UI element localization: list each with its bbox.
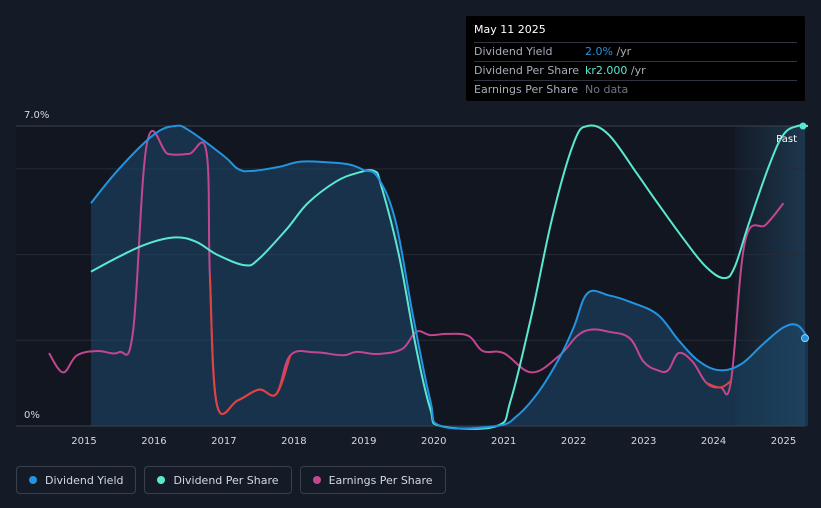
chart-legend: Dividend Yield Dividend Per Share Earnin…	[16, 466, 446, 494]
tooltip-row-dividend-per-share: Dividend Per Share kr2.000 /yr	[474, 62, 797, 81]
x-tick-label: 2015	[71, 436, 96, 447]
x-tick-label: 2022	[561, 436, 586, 447]
y-tick-label: 7.0%	[24, 110, 49, 121]
legend-dot-icon	[312, 476, 321, 484]
y-tick-label: 0%	[24, 410, 40, 421]
dividend-per-share-end-point	[799, 122, 807, 130]
legend-label: Dividend Per Share	[173, 473, 279, 487]
dividend-yield-end-point	[801, 334, 809, 343]
tooltip-row-dividend-yield: Dividend Yield 2.0% /yr	[474, 43, 797, 62]
x-tick-label: 2018	[281, 436, 306, 447]
legend-label: Dividend Yield	[45, 473, 124, 487]
legend-item-dividend-per-share[interactable]: Dividend Per Share	[144, 466, 292, 494]
x-tick-label: 2023	[631, 436, 656, 447]
hover-tooltip: May 11 2025 Dividend Yield 2.0% /yr Divi…	[466, 16, 805, 101]
tooltip-date: May 11 2025	[474, 16, 797, 43]
tooltip-label: Dividend Per Share	[474, 64, 580, 77]
earnings-per-share-low-segment	[208, 275, 292, 415]
tooltip-value: No data	[585, 83, 629, 96]
legend-item-earnings-per-share[interactable]: Earnings Per Share	[299, 466, 446, 494]
x-tick-label: 2025	[771, 436, 796, 447]
legend-item-dividend-yield[interactable]: Dividend Yield	[16, 466, 137, 494]
tooltip-label: Dividend Yield	[474, 45, 553, 58]
tooltip-label: Earnings Per Share	[474, 83, 579, 96]
x-tick-label: 2020	[421, 436, 446, 447]
past-label: Past	[776, 134, 797, 145]
x-tick-label: 2019	[351, 436, 376, 447]
x-tick-label: 2016	[141, 436, 166, 447]
tooltip-value: kr2.000	[585, 64, 628, 77]
legend-dot-icon	[29, 476, 37, 484]
dividend-yield-line	[90, 124, 809, 430]
dividend-yield-area	[91, 125, 808, 429]
x-tick-label: 2017	[211, 436, 236, 447]
tooltip-value: 2.0%	[585, 45, 613, 58]
x-tick-label: 2021	[491, 436, 516, 447]
earnings-per-share-low-segment	[706, 380, 732, 389]
tooltip-unit: /yr	[627, 64, 646, 77]
tooltip-unit: /yr	[612, 45, 632, 58]
legend-label: Earnings Per Share	[328, 473, 433, 487]
x-tick-label: 2024	[701, 436, 726, 447]
legend-dot-icon	[157, 476, 166, 484]
tooltip-row-earnings-per-share: Earnings Per Share No data	[474, 81, 797, 99]
